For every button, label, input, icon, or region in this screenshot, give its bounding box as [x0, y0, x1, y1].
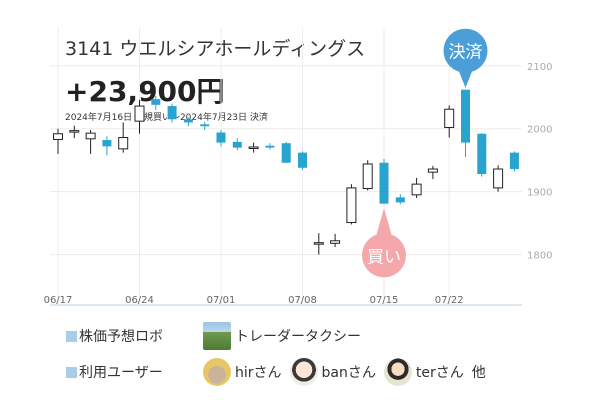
- candle-body-up: [248, 146, 259, 149]
- y-tick-label: 2000: [527, 125, 552, 136]
- candle-body-up: [362, 163, 373, 190]
- user-ban[interactable]: banさん: [289, 358, 376, 386]
- x-tick-label: 07/08: [288, 295, 317, 306]
- landscape-thumbnail-icon: [203, 322, 231, 350]
- stock-title: 3141 ウエルシアホールディングス: [65, 38, 366, 60]
- buy-marker-bubble: [362, 233, 406, 278]
- candle-body-down: [477, 133, 487, 175]
- x-tick-label: 06/17: [44, 295, 73, 306]
- candle-body-down: [200, 124, 210, 127]
- legend-square-icon: [66, 330, 77, 342]
- candle-body-down: [395, 197, 405, 203]
- chart-grid: [50, 28, 522, 306]
- legend-users-label: 利用ユーザー: [79, 365, 163, 381]
- user-name: hirさん: [235, 365, 282, 381]
- x-axis-labels: 06/17 06/24 07/01 07/08 07/15 07/22: [44, 295, 464, 306]
- candle-body-down: [167, 106, 177, 120]
- x-tick-label: 07/01: [207, 295, 236, 306]
- trade-period: 2024年7月16日 新規買い～2024年7月23日 決済: [65, 113, 268, 123]
- candle-body-down: [298, 152, 307, 168]
- candle-body-down: [281, 143, 291, 163]
- user-name: banさん: [321, 365, 376, 381]
- profit-amount: +23,900円: [65, 75, 225, 108]
- candle-body-up: [493, 168, 504, 189]
- candle-body-down: [151, 99, 161, 105]
- candle-body-down: [379, 162, 389, 204]
- candle-body-down: [509, 152, 519, 170]
- candle-body-up: [346, 187, 357, 224]
- legend-robot-row: 株価予想ロボ トレーダータクシー: [66, 322, 361, 350]
- dog-avatar-icon: [203, 358, 231, 386]
- y-axis-labels: 2100 2000 1900 1800: [527, 62, 552, 262]
- user-hir[interactable]: hirさん: [203, 358, 282, 386]
- candle-body-up: [444, 108, 455, 128]
- sell-marker-label: 決済: [449, 43, 483, 63]
- candle-body-down: [461, 89, 470, 143]
- legend-users-row: 利用ユーザー hirさん banさん terさん 他: [66, 358, 486, 386]
- user-name: terさん: [415, 365, 464, 381]
- x-tick-label: 06/24: [125, 295, 154, 306]
- x-tick-label: 07/22: [435, 295, 464, 306]
- candle-body-up: [118, 137, 129, 150]
- candle-body-up: [85, 132, 96, 140]
- y-tick-label: 2100: [527, 62, 552, 73]
- others-label: 他: [471, 365, 486, 381]
- candle-body-up: [330, 240, 341, 244]
- candle-body-up: [411, 183, 422, 196]
- candle-body-down: [102, 140, 112, 147]
- candle-body-up: [53, 133, 63, 140]
- y-tick-label: 1800: [527, 251, 552, 262]
- legend-robot-label: 株価予想ロボ: [79, 329, 163, 345]
- candle-body-down: [232, 141, 242, 148]
- x-tick-label: 07/15: [370, 295, 399, 306]
- candle-body-up: [313, 242, 324, 245]
- candle-body-down: [265, 145, 275, 148]
- candle-body-down: [216, 132, 226, 143]
- robot-name[interactable]: トレーダータクシー: [235, 329, 361, 345]
- buy-marker-label: 買い: [367, 247, 401, 267]
- candle-body-down: [183, 119, 193, 123]
- person-phone-avatar-icon: [383, 358, 412, 386]
- candles: [53, 89, 519, 255]
- person-avatar-icon: [289, 358, 318, 386]
- candle-body-up: [134, 105, 145, 122]
- candle-body-up: [69, 130, 80, 133]
- y-tick-label: 1900: [527, 188, 552, 199]
- sell-marker-bubble: [443, 28, 488, 73]
- candle-body-up: [427, 168, 438, 173]
- legend-square-icon: [66, 366, 77, 378]
- user-ter[interactable]: terさん: [383, 358, 464, 386]
